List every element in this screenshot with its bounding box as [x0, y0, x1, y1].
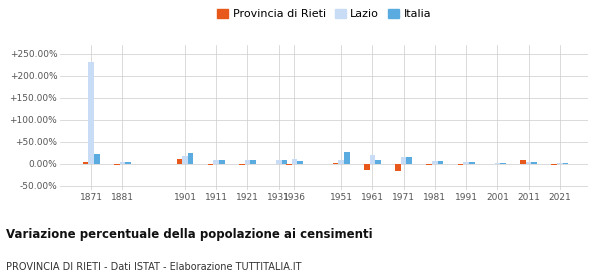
- Bar: [114, 164, 119, 165]
- Bar: [239, 164, 245, 165]
- Bar: [245, 160, 250, 164]
- Bar: [395, 164, 401, 171]
- Bar: [463, 162, 469, 164]
- Bar: [500, 163, 506, 164]
- Bar: [119, 162, 125, 164]
- Bar: [83, 162, 88, 164]
- Text: Variazione percentuale della popolazione ai censimenti: Variazione percentuale della popolazione…: [6, 228, 373, 241]
- Bar: [250, 160, 256, 164]
- Bar: [438, 161, 443, 164]
- Bar: [406, 157, 412, 164]
- Bar: [526, 162, 532, 164]
- Bar: [520, 160, 526, 164]
- Bar: [432, 161, 438, 164]
- Bar: [182, 156, 188, 164]
- Bar: [214, 160, 219, 164]
- Text: PROVINCIA DI RIETI - Dati ISTAT - Elaborazione TUTTITALIA.IT: PROVINCIA DI RIETI - Dati ISTAT - Elabor…: [6, 262, 302, 272]
- Bar: [125, 162, 131, 164]
- Bar: [469, 162, 475, 164]
- Bar: [563, 163, 568, 164]
- Bar: [94, 154, 100, 164]
- Bar: [176, 159, 182, 164]
- Bar: [333, 163, 338, 164]
- Bar: [88, 62, 94, 164]
- Bar: [375, 160, 381, 164]
- Bar: [427, 164, 432, 165]
- Bar: [557, 163, 563, 164]
- Legend: Provincia di Rieti, Lazio, Italia: Provincia di Rieti, Lazio, Italia: [215, 7, 433, 22]
- Bar: [219, 160, 224, 164]
- Bar: [364, 164, 370, 170]
- Bar: [297, 161, 303, 164]
- Bar: [188, 153, 193, 164]
- Bar: [344, 151, 350, 164]
- Bar: [401, 157, 406, 164]
- Bar: [494, 163, 500, 164]
- Bar: [281, 160, 287, 164]
- Bar: [276, 160, 281, 164]
- Bar: [551, 164, 557, 165]
- Bar: [286, 164, 292, 165]
- Bar: [338, 160, 344, 164]
- Bar: [532, 162, 537, 164]
- Bar: [458, 164, 463, 165]
- Bar: [292, 159, 297, 164]
- Bar: [370, 155, 375, 164]
- Bar: [208, 164, 214, 165]
